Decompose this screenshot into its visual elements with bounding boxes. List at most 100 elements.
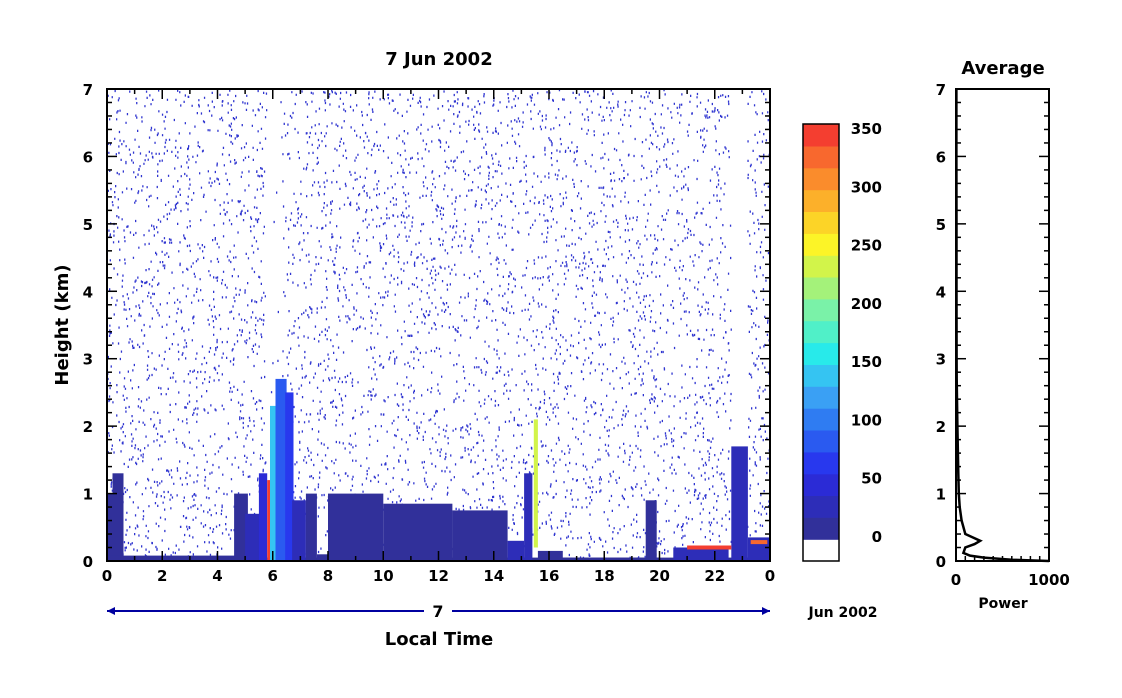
- x-tick-label: 12: [428, 567, 449, 585]
- colorbar-tick-label: 100: [851, 411, 882, 429]
- average-frame: [955, 88, 1050, 562]
- heatmap-plot-area: [107, 89, 770, 561]
- main-panel: 7 Jun 2002 0 2 4 6 8 10 12 14 16 18 20 22 0 01234567…: [52, 49, 877, 650]
- y-tick-label: 5: [83, 216, 93, 234]
- echo-feature-15: [383, 503, 453, 561]
- echo-feature-13: [316, 554, 334, 561]
- main-title: 7 Jun 2002: [385, 49, 492, 70]
- colorbar-tick-label: 350: [851, 120, 882, 138]
- echo-feature-4: [234, 493, 248, 561]
- colorbar-swatch: [803, 342, 839, 365]
- colorbar-swatch: [803, 473, 839, 496]
- colorbar-swatch: [803, 364, 839, 387]
- avg-y-tick-label: 1: [936, 486, 946, 504]
- date-bar-day-label: 7: [432, 602, 443, 621]
- colorbar-swatch: [803, 145, 839, 169]
- avg-y-tick-label: 4: [936, 283, 946, 301]
- average-title: Average: [961, 58, 1044, 79]
- colorbar: 0 50 100 150 200 250 300 350: [802, 120, 882, 562]
- echo-feature-23: [673, 547, 729, 561]
- date-bar-month-label: Jun 2002: [808, 605, 878, 621]
- avg-x-tick-label: 1000: [1028, 571, 1070, 589]
- x-tick-label: 16: [539, 567, 560, 585]
- main-x-axis: 0 2 4 6 8 10 12 14 16 18 20 22 0: [102, 89, 775, 585]
- colorbar-tick-label: 150: [851, 353, 882, 371]
- colorbar-swatch: [803, 320, 839, 344]
- colorbar-swatch: [803, 451, 839, 475]
- main-y-label: Height (km): [52, 264, 73, 385]
- noise-dots: [107, 89, 770, 561]
- colorbar-swatch: [803, 539, 839, 562]
- colorbar-swatch: [803, 276, 839, 300]
- y-tick-label: 3: [83, 351, 93, 369]
- colorbar-swatch: [803, 189, 839, 212]
- colorbar-swatch: [803, 233, 839, 256]
- colorbar-tick-label: 50: [861, 470, 882, 488]
- average-x-axis: 0 1000: [951, 551, 1070, 589]
- echo-feature-27: [750, 540, 768, 545]
- y-tick-label: 0: [83, 553, 93, 571]
- average-panel: Average 0 1000 0 1 2 3 4 5 6 7 Power: [936, 58, 1070, 612]
- heatmap-frame: [106, 88, 771, 562]
- y-tick-label: 1: [83, 486, 93, 504]
- y-tick-label: 2: [83, 418, 93, 436]
- echo-feature-1: [107, 493, 116, 561]
- colorbar-swatch: [803, 255, 839, 278]
- colorbar-tick-label: 300: [851, 178, 882, 196]
- main-y-axis: 0 1 2 3 4 5 6 7: [83, 81, 770, 571]
- echo-feature-21: [562, 557, 660, 561]
- colorbar-swatch: [803, 124, 839, 147]
- x-tick-label: 20: [649, 567, 670, 585]
- x-tick-label: 14: [483, 567, 504, 585]
- average-x-label: Power: [978, 596, 1027, 612]
- avg-y-tick-label: 3: [936, 351, 946, 369]
- echo-feature-10: [285, 392, 294, 561]
- echo-feature-24: [731, 446, 748, 561]
- x-tick-label: 8: [323, 567, 333, 585]
- avg-y-tick-label: 0: [936, 553, 946, 571]
- y-tick-label: 6: [83, 148, 93, 166]
- colorbar-swatch: [803, 386, 839, 409]
- colorbar-swatch: [803, 211, 839, 234]
- avg-y-tick-label: 2: [936, 418, 946, 436]
- colorbar-swatch: [803, 167, 839, 191]
- x-tick-label: 6: [268, 567, 278, 585]
- noise-speckle: [107, 89, 770, 561]
- colorbar-tick-label: 200: [851, 295, 882, 313]
- y-tick-label: 4: [83, 283, 93, 301]
- avg-y-tick-label: 7: [936, 81, 946, 99]
- echo-feature-9: [275, 378, 287, 561]
- colorbar-frame: [802, 123, 840, 562]
- colorbar-swatch: [803, 495, 839, 518]
- x-tick-label: 0: [765, 567, 775, 585]
- y-tick-label: 7: [83, 81, 93, 99]
- echo-feature-16: [452, 510, 508, 561]
- echo-features: [107, 378, 770, 561]
- average-y-axis: 0 1 2 3 4 5 6 7: [936, 81, 1049, 571]
- x-tick-label: 4: [212, 567, 222, 585]
- x-tick-label: 10: [373, 567, 394, 585]
- echo-feature-26: [687, 545, 732, 550]
- echo-feature-2: [112, 473, 124, 561]
- echo-feature-12: [305, 493, 317, 561]
- date-bar: 7 Jun 2002: [107, 600, 877, 621]
- colorbar-swatch: [803, 408, 839, 431]
- echo-feature-11: [292, 500, 306, 561]
- colorbar-swatch: [803, 298, 839, 322]
- colorbar-labels: 0 50 100 150 200 250 300 350: [851, 120, 882, 546]
- echo-feature-3: [107, 555, 246, 561]
- echo-feature-14: [328, 493, 384, 561]
- echo-feature-20: [537, 550, 563, 561]
- avg-x-tick-label: 0: [951, 571, 961, 589]
- echo-feature-5: [245, 513, 262, 561]
- x-tick-label: 18: [594, 567, 615, 585]
- date-bar-left-arrow: [107, 607, 115, 615]
- x-tick-label: 0: [102, 567, 112, 585]
- echo-feature-6: [258, 473, 268, 561]
- avg-y-tick-label: 5: [936, 216, 946, 234]
- colorbar-swatch: [803, 517, 839, 540]
- date-bar-label-bg: [424, 600, 452, 620]
- colorbar-swatch: [803, 429, 839, 453]
- echo-feature-19: [533, 419, 538, 548]
